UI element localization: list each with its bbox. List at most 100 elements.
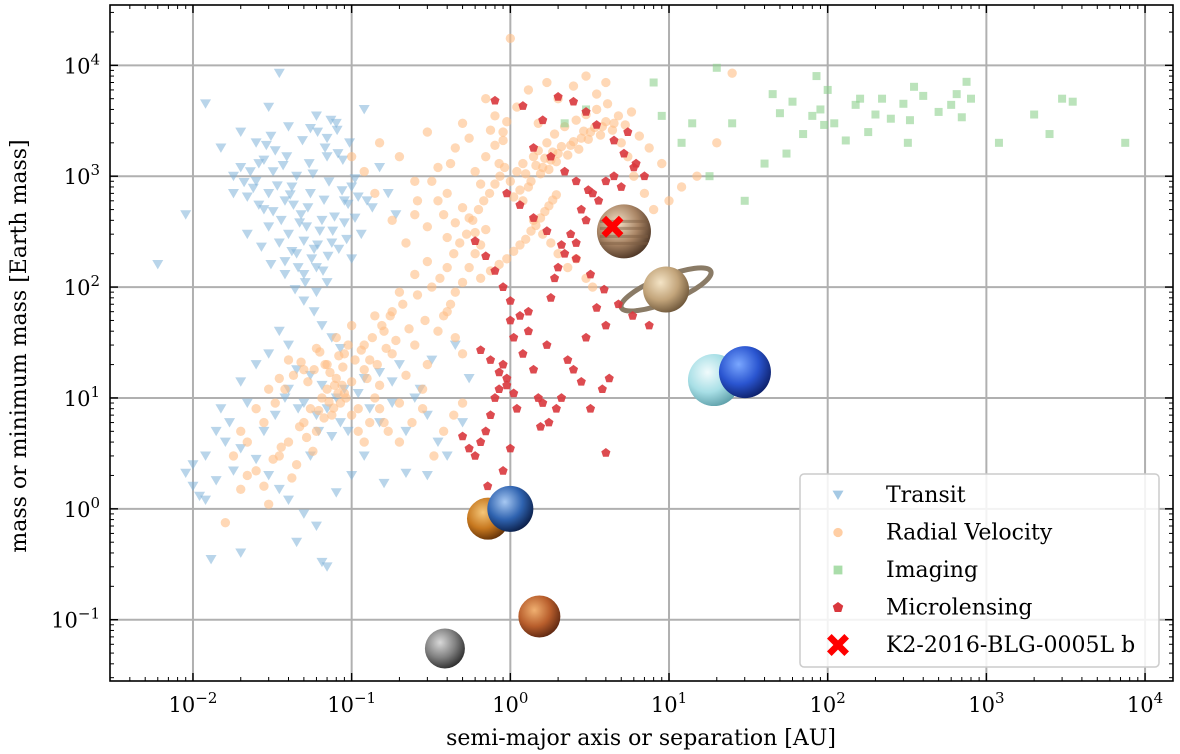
- planet-earth-icon: [487, 485, 534, 532]
- data-point: [490, 179, 500, 189]
- data-point: [338, 218, 350, 228]
- data-point: [241, 229, 253, 240]
- data-point: [310, 521, 322, 531]
- data-point: [339, 349, 350, 359]
- data-point: [542, 226, 552, 235]
- data-point: [343, 340, 353, 350]
- data-point: [417, 384, 428, 394]
- data-point: [292, 263, 304, 273]
- data-point: [433, 196, 443, 206]
- data-point: [333, 244, 345, 255]
- data-point: [457, 349, 468, 359]
- data-point: [502, 117, 512, 127]
- data-point: [457, 418, 469, 428]
- data-point: [283, 122, 295, 132]
- data-point: [205, 554, 217, 565]
- data-point: [479, 196, 489, 206]
- data-point: [344, 138, 356, 148]
- data-point: [966, 94, 975, 103]
- data-point: [463, 374, 475, 384]
- data-point: [338, 362, 348, 372]
- data-point: [287, 200, 299, 210]
- data-point: [410, 269, 420, 280]
- data-point: [235, 127, 247, 138]
- data-point: [263, 471, 275, 481]
- data-point: [599, 284, 609, 294]
- data-point: [298, 398, 310, 408]
- data-point: [379, 326, 389, 336]
- data-point: [277, 161, 289, 171]
- data-point: [228, 451, 239, 461]
- plot-frame: [109, 4, 1174, 682]
- data-point: [526, 176, 536, 186]
- data-point: [445, 158, 456, 169]
- data-point: [495, 171, 505, 181]
- planet-mercury-icon: [424, 628, 465, 669]
- data-point: [372, 359, 382, 370]
- data-point: [410, 340, 420, 350]
- data-point: [299, 364, 309, 375]
- data-point: [591, 104, 602, 115]
- data-point: [509, 332, 519, 342]
- legend-label: K2-2016-BLG-0005L b: [886, 633, 1135, 658]
- data-point: [551, 403, 561, 413]
- data-point: [553, 249, 563, 259]
- data-point: [442, 262, 452, 273]
- data-point: [263, 222, 275, 232]
- data-point: [346, 471, 358, 481]
- data-point: [919, 91, 928, 100]
- data-point: [905, 116, 914, 125]
- data-point: [308, 446, 318, 457]
- x-tick-label: 103: [968, 689, 1004, 717]
- series-highlight: [601, 215, 624, 238]
- data-point: [330, 488, 342, 498]
- data-point: [353, 426, 363, 437]
- data-point: [200, 451, 212, 461]
- data-point: [533, 393, 543, 402]
- data-point: [296, 357, 306, 367]
- data-point: [283, 437, 294, 447]
- data-point: [820, 120, 829, 129]
- data-point: [464, 133, 474, 143]
- data-point: [378, 478, 390, 489]
- data-point: [358, 451, 370, 461]
- data-point: [346, 377, 357, 387]
- data-point: [224, 418, 236, 428]
- data-point: [296, 136, 308, 146]
- data-point: [253, 200, 265, 210]
- data-point: [210, 476, 222, 486]
- data-point: [275, 215, 287, 226]
- data-point: [568, 364, 579, 374]
- data-point: [531, 160, 541, 171]
- data-point: [576, 376, 586, 386]
- data-point: [321, 152, 333, 162]
- data-point: [421, 410, 433, 421]
- data-point: [438, 209, 449, 220]
- data-point: [490, 393, 500, 402]
- data-point: [583, 185, 593, 194]
- data-point: [253, 159, 265, 169]
- data-point: [358, 105, 370, 115]
- data-point: [370, 188, 380, 199]
- data-point: [450, 287, 460, 297]
- data-point: [305, 404, 316, 414]
- data-point: [581, 332, 591, 342]
- data-point: [521, 169, 531, 179]
- data-point: [947, 100, 956, 109]
- data-point: [349, 213, 361, 223]
- data-point: [306, 254, 318, 264]
- data-point: [1058, 94, 1067, 103]
- data-point: [322, 251, 334, 262]
- data-point: [294, 218, 306, 228]
- data-point: [592, 120, 602, 129]
- data-point: [333, 388, 343, 399]
- data-point: [314, 405, 324, 416]
- data-point: [1121, 138, 1130, 147]
- planet-sphere: [424, 628, 465, 669]
- data-point: [258, 426, 270, 437]
- data-point: [273, 238, 285, 248]
- data-point: [258, 205, 270, 215]
- data-point: [279, 393, 291, 403]
- data-point: [152, 260, 164, 270]
- data-point: [560, 119, 569, 128]
